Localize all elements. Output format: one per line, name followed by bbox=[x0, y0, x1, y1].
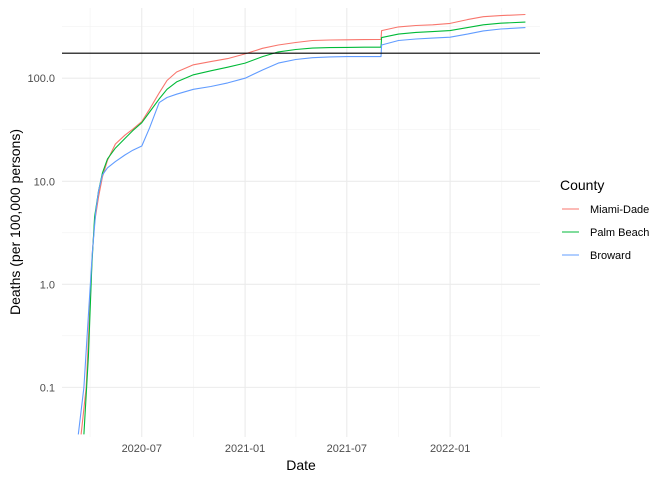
x-tick-label: 2021-07 bbox=[327, 443, 367, 455]
y-tick-label: 100.0 bbox=[27, 73, 55, 85]
series-layer bbox=[77, 13, 526, 435]
x-axis-title: Date bbox=[286, 457, 316, 473]
legend-label-miami-dade: Miami-Dade bbox=[590, 204, 649, 216]
y-axis-title: Deaths (per 100,000 persons) bbox=[7, 129, 23, 315]
y-tick-label: 1.0 bbox=[40, 279, 55, 291]
grid-major bbox=[62, 8, 540, 437]
legend-title: County bbox=[560, 177, 604, 193]
series-line-palm-beach bbox=[83, 21, 526, 435]
legend-label-broward: Broward bbox=[590, 250, 631, 262]
y-tick-label: 10.0 bbox=[34, 176, 55, 188]
y-axis-ticks: 0.1 1.0 10.0 100.0 bbox=[27, 73, 55, 394]
series-line-broward bbox=[77, 27, 526, 435]
legend: County Miami-Dade Palm Beach Broward bbox=[560, 177, 649, 262]
grid-minor bbox=[62, 8, 540, 437]
x-tick-label: 2020-07 bbox=[122, 443, 162, 455]
y-tick-label: 0.1 bbox=[40, 382, 55, 394]
legend-label-palm-beach: Palm Beach bbox=[590, 227, 649, 239]
x-tick-label: 2022-01 bbox=[430, 443, 470, 455]
x-axis-ticks: 2020-07 2021-01 2021-07 2022-01 bbox=[122, 443, 471, 455]
x-tick-label: 2021-01 bbox=[225, 443, 265, 455]
series-line-miami-dade bbox=[80, 13, 526, 435]
